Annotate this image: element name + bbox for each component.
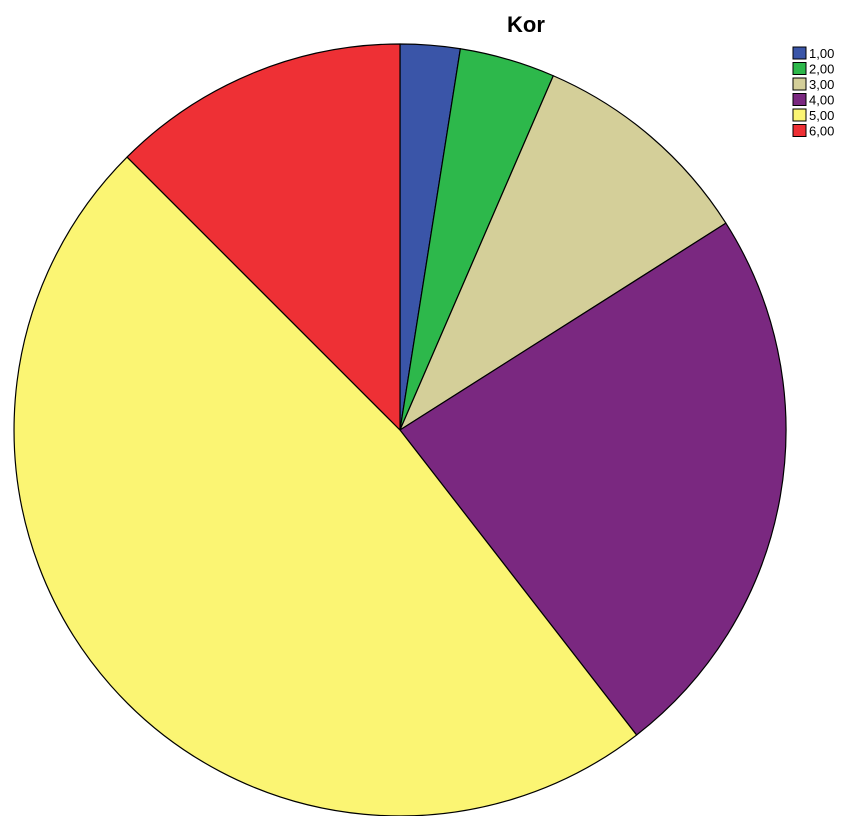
legend-label-3: 3,00 — [809, 77, 834, 92]
pie-slice-6 — [126, 43, 401, 431]
legend-swatch-3 — [792, 77, 807, 91]
pie-slice-4 — [399, 222, 787, 736]
pie-slice-3 — [399, 75, 727, 431]
legend-swatch-2 — [792, 62, 807, 75]
legend-swatch-1 — [792, 46, 807, 60]
pie-slices — [13, 43, 787, 816]
legend-swatch-6 — [792, 124, 807, 137]
legend-swatch-4 — [792, 93, 807, 106]
legend-swatch-5 — [792, 108, 807, 122]
legend-label-4: 4,00 — [809, 93, 834, 108]
legend-label-1: 1,00 — [809, 46, 834, 61]
legend-label-5: 5,00 — [809, 108, 834, 123]
chart-title: Kor — [507, 12, 545, 37]
pie-slice-5 — [13, 156, 638, 816]
legend-label-6: 6,00 — [809, 124, 834, 139]
legend: 1,002,003,004,005,006,00 — [792, 46, 834, 139]
legend-label-2: 2,00 — [809, 62, 834, 77]
